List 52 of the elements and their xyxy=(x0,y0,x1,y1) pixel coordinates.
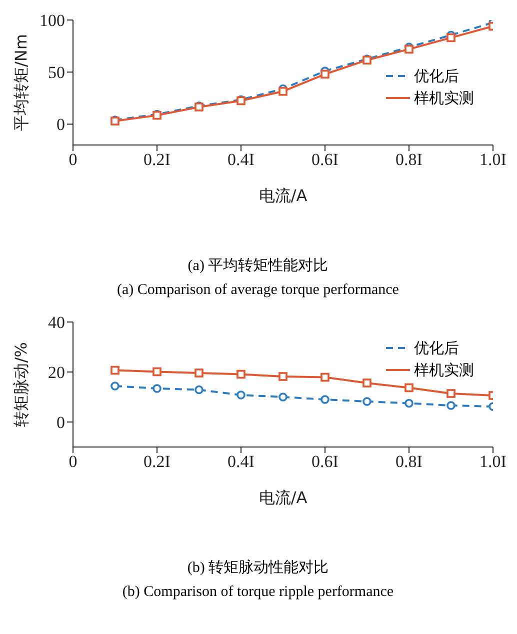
point xyxy=(278,392,288,402)
point xyxy=(152,384,162,393)
text: (a) Comparison of average torque performance xyxy=(116,281,400,300)
x-tick-label: 1.0I xyxy=(480,150,507,170)
point xyxy=(152,367,162,376)
x-tick-label: 0.8I xyxy=(396,452,423,472)
legend-label: 样机实测 xyxy=(414,88,474,109)
point xyxy=(236,390,246,400)
y-tick-label: 0 xyxy=(56,413,65,432)
point xyxy=(110,366,120,375)
x-tick-label: 0.8I xyxy=(396,150,423,170)
point xyxy=(320,395,330,404)
point xyxy=(194,368,204,378)
x-tick-label: 0.4I xyxy=(228,452,255,472)
point xyxy=(446,389,456,398)
x-tick-label: 0.2I xyxy=(144,452,171,472)
point xyxy=(404,398,414,408)
text: (b) 转矩脉动性能对比 xyxy=(186,558,330,578)
point xyxy=(446,33,456,42)
legend-label: 优化后 xyxy=(414,66,459,87)
point xyxy=(446,401,456,410)
y-tick-label: 20 xyxy=(48,363,65,382)
x-tick-label: 0.2I xyxy=(144,150,171,170)
y-tick-label: 0 xyxy=(56,115,65,134)
x-axis-title: 电流/A xyxy=(258,186,308,205)
point xyxy=(404,383,414,392)
point xyxy=(236,370,246,379)
point xyxy=(320,70,330,79)
x-tick-label: 0 xyxy=(68,150,78,170)
text: (a) 平均转矩性能对比 xyxy=(186,256,330,276)
x-tick-label: 1.0I xyxy=(480,452,507,472)
y-tick-label: 40 xyxy=(48,313,65,332)
point xyxy=(362,378,372,388)
point xyxy=(194,385,204,394)
x-tick-label: 0.6I xyxy=(312,150,339,170)
legend-label: 样机实测 xyxy=(414,360,474,381)
point xyxy=(404,44,414,54)
y-axis-title: 转矩脉动/% xyxy=(12,342,31,427)
text: (b) Comparison of torque ripple performance xyxy=(121,583,395,602)
y-tick-label: 50 xyxy=(48,63,65,82)
legend-label: 优化后 xyxy=(414,338,459,359)
point xyxy=(110,382,120,390)
x-tick-label: 0 xyxy=(68,452,78,472)
y-axis-title: 平均转矩/Nm xyxy=(12,34,31,131)
x-axis-title: 电流/A xyxy=(258,488,308,507)
x-tick-label: 0.4I xyxy=(228,150,255,170)
point xyxy=(320,372,330,382)
point xyxy=(278,372,288,381)
x-tick-label: 0.6I xyxy=(312,452,339,472)
y-tick-label: 100 xyxy=(40,11,65,30)
point xyxy=(278,86,288,96)
point xyxy=(362,397,372,406)
